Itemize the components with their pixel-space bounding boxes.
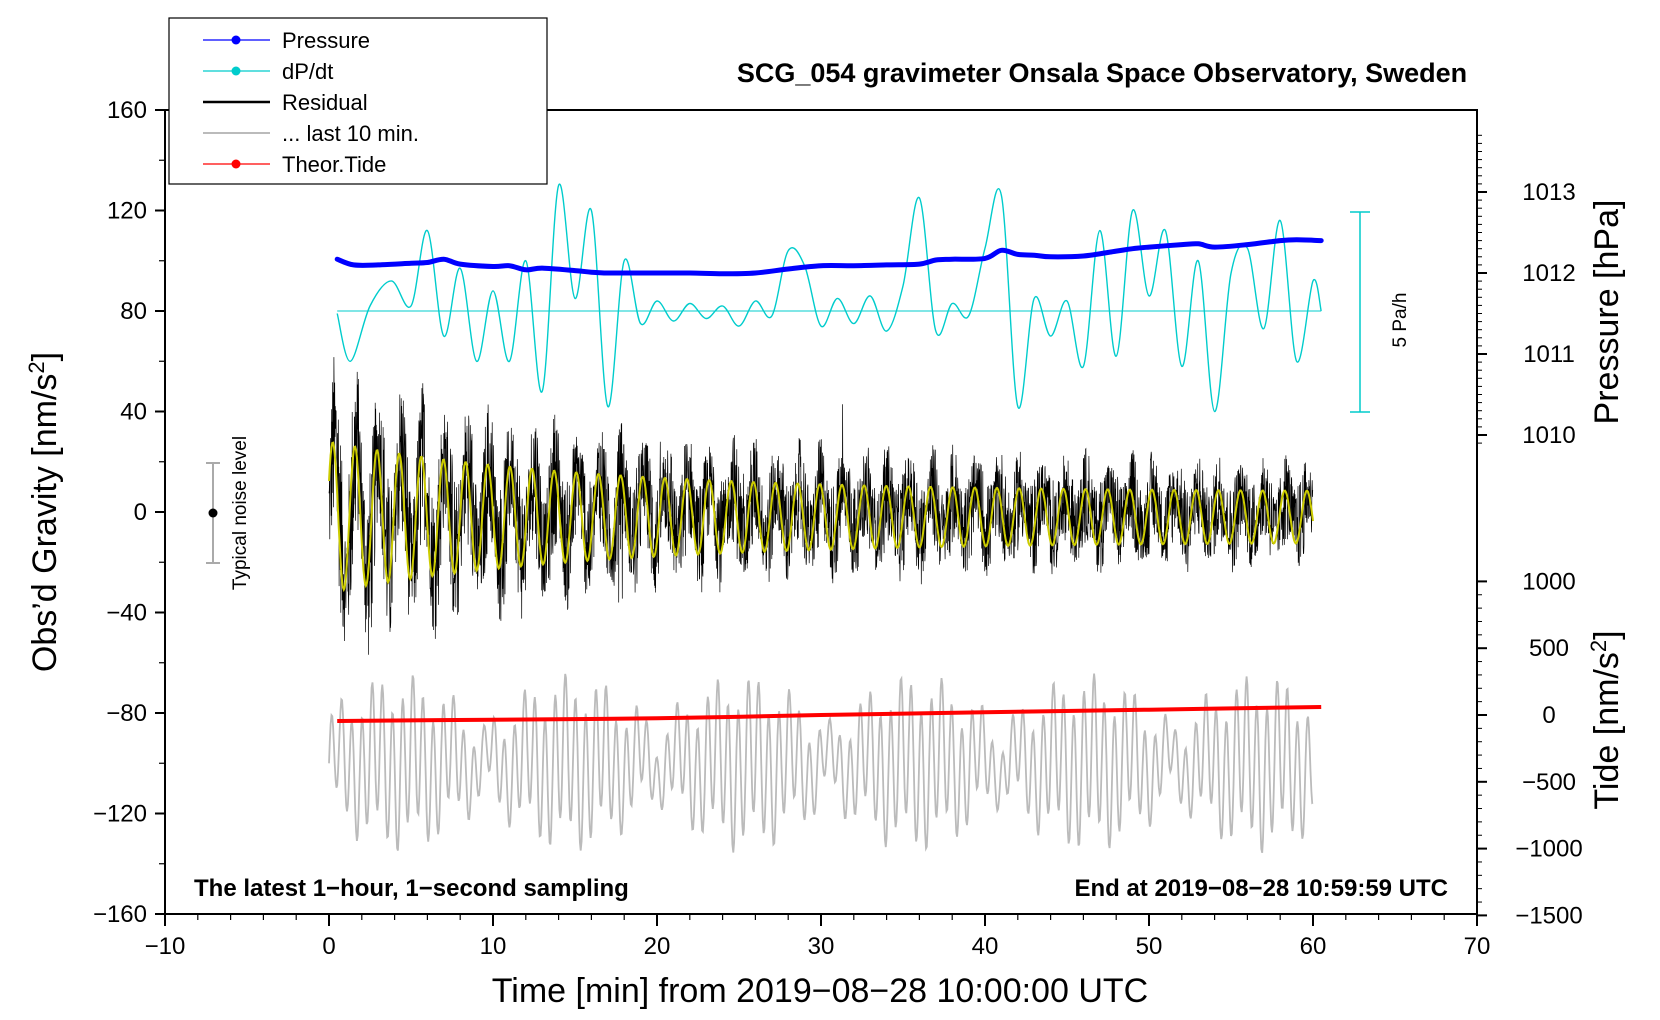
bottom-right-note: End at 2019−08−28 10:59:59 UTC — [1074, 875, 1448, 902]
theor-tide-series — [337, 705, 1322, 723]
dpdt-series — [336, 183, 1322, 413]
y-tick-label: −160 — [93, 901, 147, 928]
left-axis-title-main: Obs’d Gravity [nm/s — [26, 374, 64, 673]
x-tick-label: 20 — [644, 933, 671, 960]
y-tick-label: 120 — [107, 198, 147, 225]
left-axis-title-end: ] — [26, 352, 64, 361]
tide-axis-title: Tide [nm/s2] — [1586, 630, 1626, 809]
left-axis-title: Obs’d Gravity [nm/s2] — [24, 352, 64, 672]
legend-marker — [231, 66, 241, 76]
tide-tick-label: 1000 — [1522, 568, 1575, 595]
x-tick-label: −10 — [145, 933, 186, 960]
legend-label: dP/dt — [282, 59, 333, 84]
x-tick-label: 70 — [1464, 933, 1491, 960]
tide-axis-title-sup: 2 — [1586, 640, 1611, 652]
left-y-axis: −160 −120 −80 −40 0 40 80 120 160 — [93, 97, 165, 928]
tide-tick-label: −1000 — [1515, 836, 1582, 863]
pressure-tick-label: 1010 — [1522, 422, 1575, 449]
x-tick-label: 10 — [480, 933, 507, 960]
bottom-left-note: The latest 1−hour, 1−second sampling — [194, 875, 629, 902]
x-axis: −10 0 10 20 30 40 50 60 70 — [145, 914, 1491, 960]
pressure-series — [334, 237, 1324, 277]
scale-label: 5 Pa/h — [1390, 293, 1411, 348]
x-tick-label: 60 — [1300, 933, 1327, 960]
theor-tide-line — [337, 705, 1322, 723]
x-axis-title: Time [min] from 2019−08−28 10:00:00 UTC — [492, 972, 1148, 1010]
y-tick-label: 160 — [107, 97, 147, 124]
dpdt-line — [336, 183, 1322, 413]
noise-level-indicator: Typical noise level — [206, 436, 251, 590]
x-tick-label: 0 — [322, 933, 335, 960]
pressure-axis: 1010 1011 1012 1013 — [1477, 134, 1576, 449]
pressure-line — [334, 237, 1324, 277]
residual-smoothed-series — [328, 441, 1314, 593]
tide-axis-title-main: Tide [nm/s — [1588, 652, 1626, 809]
last-10-min-series — [328, 673, 1314, 854]
x-tick-label: 30 — [808, 933, 835, 960]
last-10-min-line — [328, 673, 1314, 854]
y-tick-label: 0 — [134, 499, 147, 526]
legend-label: Theor.Tide — [282, 152, 386, 177]
residual-smoothed-line — [328, 441, 1314, 593]
pressure-tick-label: 1013 — [1522, 179, 1575, 206]
tide-axis: −1500 −1000 −500 0 500 1000 — [1477, 568, 1583, 929]
legend-marker — [231, 35, 241, 45]
legend: Pressure dP/dt Residual ... last 10 min. The… — [168, 17, 548, 185]
pressure-axis-title: Pressure [hPa] — [1588, 200, 1626, 425]
noise-level-dot — [208, 508, 218, 518]
y-tick-label: −120 — [93, 801, 147, 828]
y-tick-label: −40 — [106, 600, 147, 627]
tide-tick-label: 0 — [1542, 702, 1555, 729]
legend-label: ... last 10 min. — [282, 121, 419, 146]
x-tick-label: 40 — [972, 933, 999, 960]
noise-level-label: Typical noise level — [230, 436, 251, 590]
legend-marker — [231, 159, 241, 169]
tide-axis-title-end: ] — [1588, 630, 1626, 639]
legend-label: Residual — [282, 90, 368, 115]
chart-title: SCG_054 gravimeter Onsala Space Observat… — [737, 58, 1467, 88]
tide-tick-label: −1500 — [1515, 902, 1582, 929]
pressure-tick-label: 1012 — [1522, 260, 1575, 287]
dpdt-scale-bar: 5 Pa/h — [1350, 211, 1411, 413]
tide-tick-label: −500 — [1522, 769, 1576, 796]
legend-label: Pressure — [282, 28, 370, 53]
y-tick-label: −80 — [106, 700, 147, 727]
y-tick-label: 80 — [120, 298, 147, 325]
pressure-tick-label: 1011 — [1523, 341, 1575, 368]
x-tick-label: 50 — [1136, 933, 1163, 960]
y-tick-label: 40 — [120, 399, 147, 426]
left-axis-title-sup: 2 — [24, 361, 49, 373]
tide-tick-label: 500 — [1529, 635, 1569, 662]
